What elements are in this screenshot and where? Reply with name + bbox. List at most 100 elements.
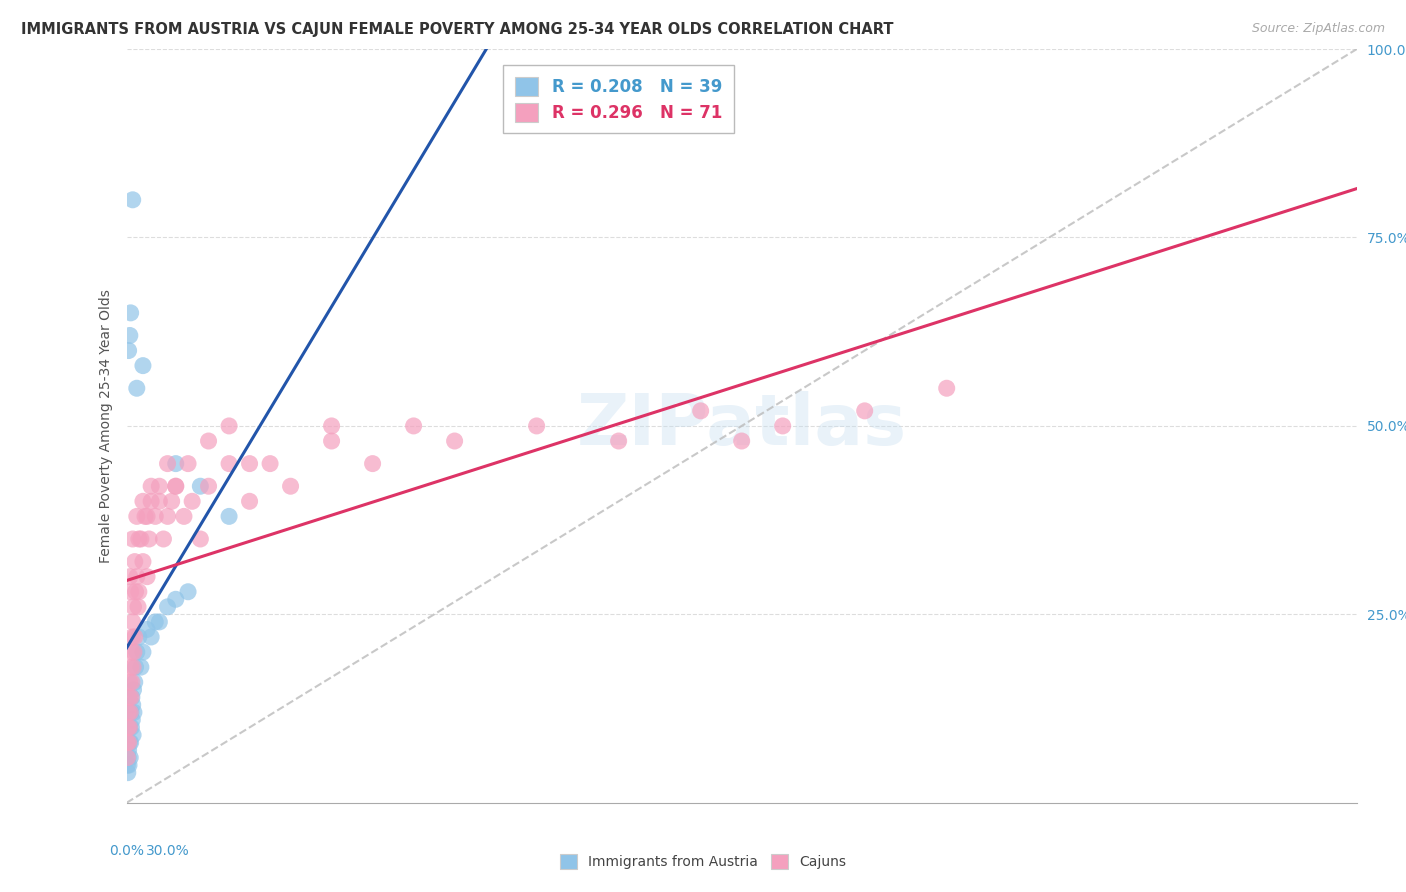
Point bbox=[239, 457, 262, 471]
Point bbox=[125, 645, 148, 659]
Point bbox=[121, 193, 143, 207]
Point bbox=[118, 721, 141, 735]
Point bbox=[321, 434, 343, 448]
Point bbox=[197, 479, 219, 493]
Point bbox=[121, 532, 143, 546]
Point bbox=[120, 750, 142, 764]
Text: ZIPatlas: ZIPatlas bbox=[576, 392, 907, 460]
Point bbox=[141, 494, 162, 508]
Point bbox=[143, 509, 166, 524]
Point bbox=[117, 343, 139, 358]
Point bbox=[218, 457, 240, 471]
Point bbox=[165, 479, 187, 493]
Point bbox=[125, 381, 148, 395]
Point bbox=[120, 645, 143, 659]
Point bbox=[731, 434, 754, 448]
Point bbox=[173, 509, 195, 524]
Point bbox=[117, 706, 139, 720]
Point bbox=[120, 306, 142, 320]
Point bbox=[129, 660, 152, 674]
Point bbox=[124, 555, 146, 569]
Point bbox=[124, 660, 146, 674]
Point bbox=[118, 570, 141, 584]
Point bbox=[124, 630, 146, 644]
Point bbox=[259, 457, 281, 471]
Point bbox=[141, 630, 162, 644]
Point bbox=[121, 698, 143, 712]
Point bbox=[143, 615, 166, 629]
Point bbox=[117, 758, 139, 772]
Point bbox=[136, 570, 159, 584]
Point bbox=[177, 584, 200, 599]
Point bbox=[526, 419, 548, 434]
Text: IMMIGRANTS FROM AUSTRIA VS CAJUN FEMALE POVERTY AMONG 25-34 YEAR OLDS CORRELATIO: IMMIGRANTS FROM AUSTRIA VS CAJUN FEMALE … bbox=[21, 22, 894, 37]
Point bbox=[443, 434, 465, 448]
Point bbox=[120, 584, 142, 599]
Point bbox=[132, 555, 155, 569]
Point bbox=[181, 494, 204, 508]
Point bbox=[156, 599, 179, 614]
Point bbox=[280, 479, 302, 493]
Point bbox=[121, 690, 143, 705]
Point bbox=[118, 690, 141, 705]
Point bbox=[156, 509, 179, 524]
Point bbox=[118, 328, 141, 343]
Point bbox=[188, 532, 211, 546]
Point bbox=[853, 404, 876, 418]
Point bbox=[127, 599, 149, 614]
Point bbox=[132, 359, 155, 373]
Point bbox=[125, 509, 148, 524]
Text: 30.0%: 30.0% bbox=[146, 844, 190, 858]
Point bbox=[120, 706, 142, 720]
Point bbox=[120, 721, 143, 735]
Legend: R = 0.208   N = 39, R = 0.296   N = 71: R = 0.208 N = 39, R = 0.296 N = 71 bbox=[503, 65, 734, 134]
Point bbox=[165, 457, 187, 471]
Point bbox=[141, 479, 162, 493]
Point bbox=[120, 690, 142, 705]
Point bbox=[148, 494, 170, 508]
Point bbox=[120, 735, 142, 749]
Point bbox=[197, 434, 219, 448]
Point bbox=[122, 645, 145, 659]
Y-axis label: Female Poverty Among 25-34 Year Olds: Female Poverty Among 25-34 Year Olds bbox=[98, 289, 112, 563]
Text: Source: ZipAtlas.com: Source: ZipAtlas.com bbox=[1251, 22, 1385, 36]
Point bbox=[120, 706, 142, 720]
Point bbox=[772, 419, 794, 434]
Point bbox=[118, 758, 141, 772]
Point bbox=[321, 419, 343, 434]
Point bbox=[128, 584, 150, 599]
Point bbox=[177, 457, 200, 471]
Point bbox=[160, 494, 183, 508]
Point bbox=[122, 599, 145, 614]
Point bbox=[121, 615, 143, 629]
Point bbox=[138, 532, 160, 546]
Point bbox=[122, 706, 145, 720]
Point bbox=[117, 735, 139, 749]
Point bbox=[122, 682, 145, 697]
Point bbox=[115, 735, 138, 749]
Point bbox=[136, 509, 159, 524]
Point bbox=[134, 509, 156, 524]
Point bbox=[689, 404, 711, 418]
Point bbox=[118, 735, 141, 749]
Point bbox=[121, 630, 143, 644]
Point bbox=[165, 479, 187, 493]
Point bbox=[218, 509, 240, 524]
Point bbox=[122, 660, 145, 674]
Point bbox=[935, 381, 957, 395]
Point bbox=[239, 494, 262, 508]
Point bbox=[121, 713, 143, 727]
Point bbox=[128, 532, 150, 546]
Point bbox=[117, 743, 139, 757]
Text: 0.0%: 0.0% bbox=[110, 844, 143, 858]
Point bbox=[118, 721, 141, 735]
Point bbox=[117, 750, 139, 764]
Point bbox=[165, 592, 187, 607]
Point bbox=[124, 675, 146, 690]
Point bbox=[132, 645, 155, 659]
Point bbox=[148, 479, 170, 493]
Point bbox=[129, 532, 152, 546]
Point bbox=[125, 570, 148, 584]
Point bbox=[128, 630, 150, 644]
Point bbox=[361, 457, 384, 471]
